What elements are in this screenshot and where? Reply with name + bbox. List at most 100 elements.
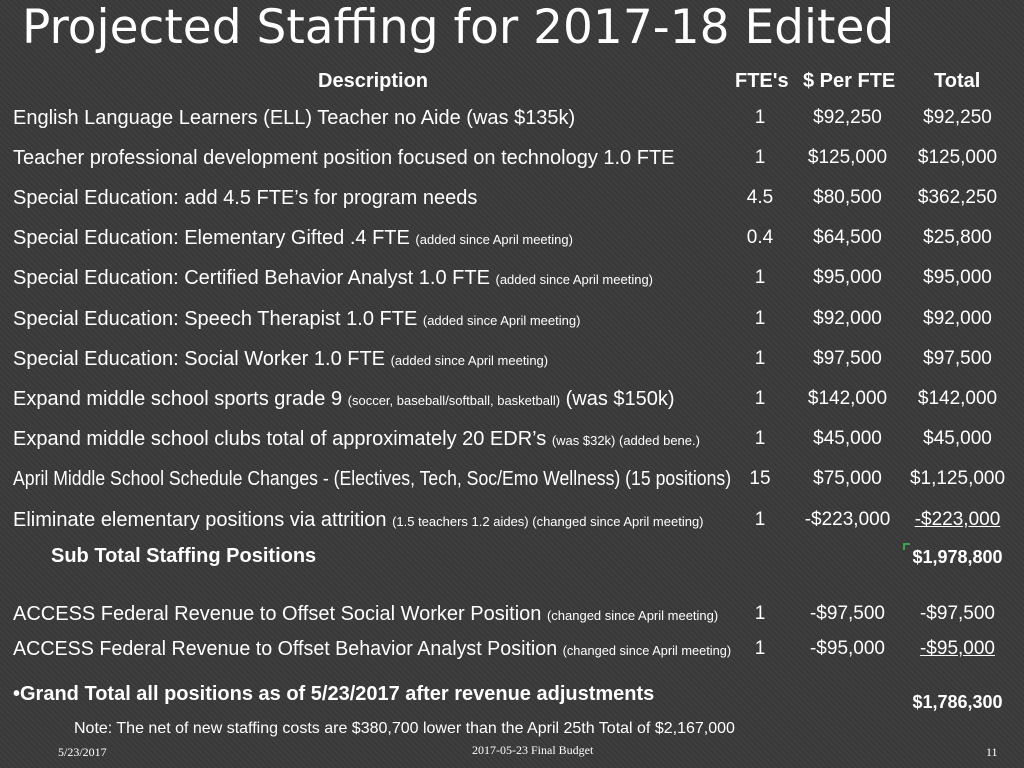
- row-per-fte: $45,000: [813, 428, 882, 449]
- subtotal-label: Sub Total Staffing Positions: [51, 545, 317, 567]
- row-description-text: Special Education: Certified Behavior An…: [13, 267, 496, 289]
- row-total: $125,000: [917, 147, 998, 168]
- header-fte: FTE's: [735, 70, 789, 92]
- row-description: April Middle School Schedule Changes - (…: [13, 465, 731, 495]
- row-per-fte: $80,500: [813, 187, 882, 208]
- row-description: Special Education: add 4.5 FTE’s for pro…: [13, 184, 477, 214]
- row-note: (soccer, baseball/softball, basketball): [347, 393, 561, 408]
- row-description-text: Special Education: Social Worker 1.0 FTE: [13, 348, 391, 370]
- row-total: $92,000: [923, 308, 992, 329]
- row-per-fte: -$95,000: [809, 638, 885, 659]
- footer-title: 2017-05-23 Final Budget: [472, 743, 594, 757]
- header-total: Total: [934, 70, 981, 92]
- row-description: Special Education: Social Worker 1.0 FTE…: [13, 345, 548, 375]
- row-fte: 1: [754, 107, 766, 128]
- row-per-fte: $64,500: [813, 227, 882, 248]
- row-per-fte: $125,000: [807, 147, 888, 168]
- row-description-text: Expand middle school clubs total of appr…: [13, 428, 552, 450]
- row-description-text: ACCESS Federal Revenue to Offset Behavio…: [13, 638, 563, 660]
- row-fte: 0.4: [746, 227, 774, 248]
- row-description: Special Education: Certified Behavior An…: [13, 264, 653, 294]
- row-note: (changed since April meeting): [562, 643, 732, 658]
- row-note: (added since April meeting): [495, 272, 654, 287]
- row-total: $92,250: [923, 107, 992, 128]
- row-fte: 1: [754, 147, 766, 168]
- row-description: ACCESS Federal Revenue to Offset Behavio…: [13, 635, 731, 665]
- row-description-text: Special Education: Speech Therapist 1.0 …: [13, 308, 423, 330]
- row-fte: 1: [754, 603, 766, 624]
- header-per-fte: $ Per FTE: [803, 70, 896, 92]
- table-row: Special Education: Social Worker 1.0 FTE…: [0, 345, 1024, 377]
- footer-page-number: 11: [986, 745, 998, 759]
- row-per-fte: $75,000: [813, 468, 882, 489]
- row-description: English Language Learners (ELL) Teacher …: [13, 104, 575, 134]
- row-description-text: ACCESS Federal Revenue to Offset Social …: [13, 603, 547, 625]
- row-description-text: Special Education: add 4.5 FTE’s for pro…: [13, 187, 478, 209]
- row-per-fte: -$223,000: [804, 509, 891, 530]
- row-total: -$97,500: [919, 603, 995, 624]
- table-row: Expand middle school clubs total of appr…: [0, 425, 1024, 457]
- table-row: Special Education: add 4.5 FTE’s for pro…: [0, 184, 1024, 216]
- row-fte: 1: [754, 638, 766, 659]
- row-description-text: Expand middle school sports grade 9: [13, 388, 348, 410]
- row-description-text: April Middle School Schedule Changes - (…: [13, 468, 732, 490]
- row-per-fte: $92,000: [813, 308, 882, 329]
- row-per-fte: $97,500: [813, 348, 882, 369]
- table-row: Expand middle school sports grade 9 (soc…: [0, 385, 1024, 417]
- row-fte: 1: [754, 388, 766, 409]
- row-fte: 1: [754, 267, 766, 288]
- row-per-fte: $92,250: [813, 107, 882, 128]
- table-row: ACCESS Federal Revenue to Offset Social …: [0, 600, 1024, 632]
- row-note: (added since April meeting): [390, 353, 549, 368]
- slide-title: Projected Staffing for 2017-18 Edited: [22, 0, 895, 55]
- row-description-text: Eliminate elementary positions via attri…: [13, 509, 393, 531]
- row-total: $25,800: [923, 227, 992, 248]
- table-row: Teacher professional development positio…: [0, 144, 1024, 176]
- row-description-text: English Language Learners (ELL) Teacher …: [13, 107, 576, 129]
- footnote: Note: The net of new staffing costs are …: [74, 720, 735, 737]
- row-total: $1,125,000: [909, 468, 1006, 489]
- header-description: Description: [318, 70, 429, 92]
- table-row: Special Education: Elementary Gifted .4 …: [0, 224, 1024, 256]
- table-row: ACCESS Federal Revenue to Offset Behavio…: [0, 635, 1024, 667]
- row-per-fte: $142,000: [807, 388, 888, 409]
- green-tick-icon: [903, 538, 911, 550]
- row-note: (was $32k) (added bene.): [551, 433, 700, 448]
- row-total: -$223,000: [914, 509, 1001, 530]
- row-fte: 1: [754, 509, 766, 530]
- row-description-text: Special Education: Elementary Gifted .4 …: [13, 227, 416, 249]
- row-fte: 1: [754, 348, 766, 369]
- row-fte: 1: [754, 428, 766, 449]
- row-total: $142,000: [917, 388, 998, 409]
- row-description: ACCESS Federal Revenue to Offset Social …: [13, 600, 718, 630]
- table-row: English Language Learners (ELL) Teacher …: [0, 104, 1024, 136]
- row-note: (added since April meeting): [415, 232, 573, 247]
- footer-date: 5/23/2017: [58, 745, 107, 759]
- row-fte: 15: [749, 468, 771, 489]
- table-row: Special Education: Certified Behavior An…: [0, 264, 1024, 296]
- row-description: Teacher professional development positio…: [13, 144, 675, 174]
- row-fte: 1: [754, 308, 766, 329]
- row-description: Special Education: Speech Therapist 1.0 …: [13, 305, 580, 335]
- row-description: Special Education: Elementary Gifted .4 …: [13, 224, 573, 254]
- row-total: -$95,000: [919, 638, 995, 659]
- table-row: Eliminate elementary positions via attri…: [0, 506, 1024, 538]
- row-description-text: Teacher professional development positio…: [13, 147, 675, 169]
- grand-total-value: $1,786,300: [912, 692, 1003, 712]
- row-description: Eliminate elementary positions via attri…: [13, 506, 704, 536]
- row-total: $95,000: [923, 267, 992, 288]
- grand-total-label: •Grand Total all positions as of 5/23/20…: [13, 683, 655, 705]
- row-per-fte: $95,000: [813, 267, 882, 288]
- row-fte: 4.5: [746, 187, 774, 208]
- table-row: April Middle School Schedule Changes - (…: [0, 465, 1024, 497]
- row-total: $362,250: [917, 187, 998, 208]
- row-total: $97,500: [923, 348, 992, 369]
- subtotal-value: $1,978,800: [912, 547, 1003, 567]
- table-row: Special Education: Speech Therapist 1.0 …: [0, 305, 1024, 337]
- row-note: (changed since April meeting): [546, 608, 719, 623]
- row-total: $45,000: [923, 428, 992, 449]
- row-description: Expand middle school sports grade 9 (soc…: [13, 385, 675, 415]
- row-description-suffix: (was $150k): [560, 388, 675, 410]
- row-note: (1.5 teachers 1.2 aides) (changed since …: [392, 514, 704, 529]
- row-per-fte: -$97,500: [809, 603, 885, 624]
